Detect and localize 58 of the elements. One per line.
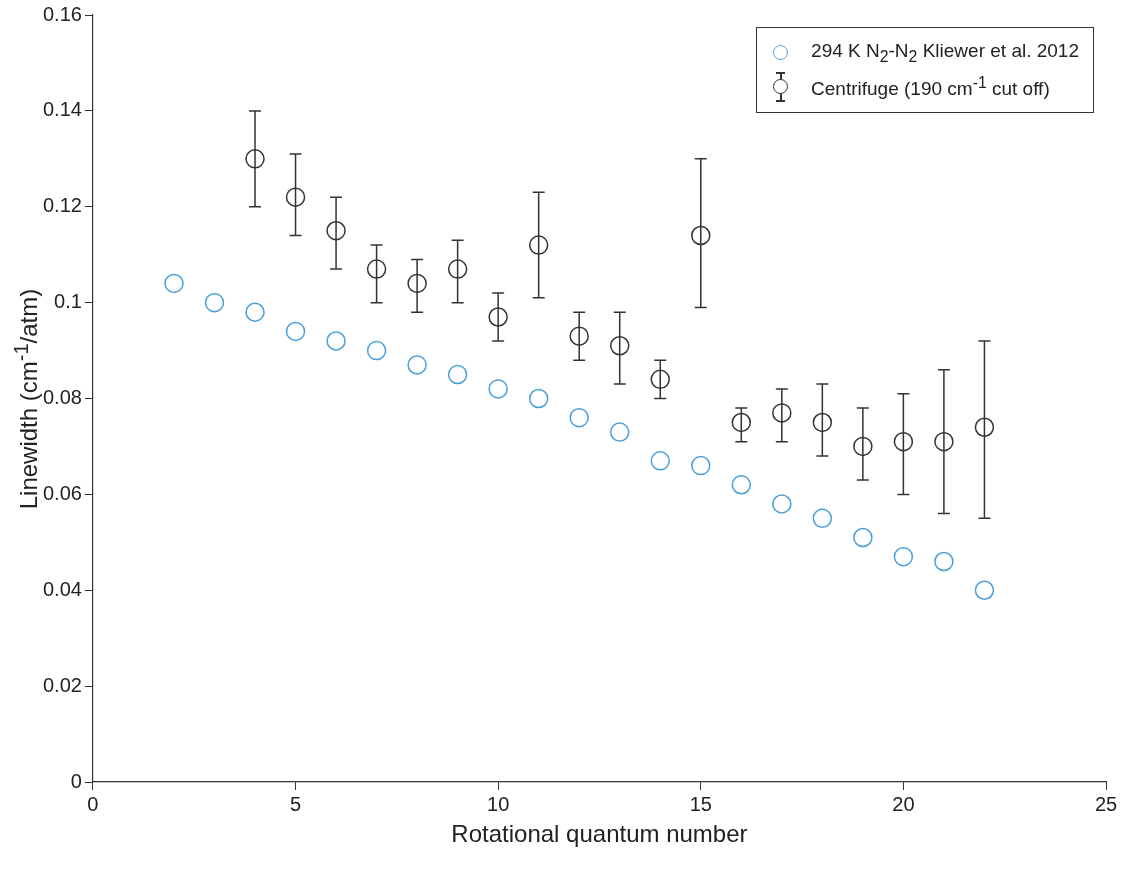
point xyxy=(528,235,549,255)
point xyxy=(853,527,873,548)
point xyxy=(893,546,914,567)
point xyxy=(366,340,387,361)
point xyxy=(326,331,346,351)
y-tick-label: 0.14 xyxy=(42,98,82,121)
point xyxy=(447,259,468,279)
point xyxy=(609,336,630,356)
point xyxy=(488,379,508,399)
x-tick-label: 10 xyxy=(487,792,510,815)
y-tick-label: 0.06 xyxy=(42,481,82,504)
point xyxy=(245,302,265,322)
point xyxy=(650,451,670,471)
point xyxy=(691,455,711,476)
point xyxy=(731,412,752,433)
point xyxy=(528,388,549,409)
point xyxy=(650,369,670,390)
point xyxy=(569,326,589,346)
point xyxy=(407,273,427,294)
point xyxy=(447,364,468,385)
point xyxy=(569,407,589,428)
point xyxy=(853,436,873,457)
point xyxy=(407,355,427,375)
point xyxy=(812,508,833,529)
x-tick-label: 0 xyxy=(87,792,99,815)
x-axis-title: Rotational quantum number xyxy=(451,820,748,848)
y-tick-label: 0.04 xyxy=(42,577,82,600)
point xyxy=(488,307,508,327)
point xyxy=(731,475,752,495)
point xyxy=(204,292,225,313)
legend-label: Centrifuge (190 cm$^{-1}$ cut off) xyxy=(811,73,1050,101)
y-tick-label: 0.08 xyxy=(42,386,82,409)
y-tick-label: 0.1 xyxy=(54,290,82,313)
x-tick-label: 15 xyxy=(689,792,712,815)
point xyxy=(164,273,184,294)
y-tick-label: 0.12 xyxy=(42,194,82,217)
point xyxy=(772,403,792,423)
y-tick-label: 0.02 xyxy=(42,673,82,696)
point xyxy=(609,422,630,442)
x-tick-label: 25 xyxy=(1094,792,1118,815)
point xyxy=(366,259,387,279)
y-tick-label: 0 xyxy=(70,769,82,792)
point xyxy=(974,417,995,438)
point xyxy=(812,412,833,433)
point xyxy=(285,321,306,342)
point xyxy=(934,431,954,452)
point xyxy=(245,149,265,169)
legend-label: 294 K N$_{2}$-N$_{2}$ Kliewer et al. 2012 xyxy=(811,40,1079,66)
point xyxy=(893,431,914,452)
point xyxy=(691,225,711,246)
point xyxy=(326,220,346,241)
point xyxy=(934,551,954,572)
y-tick-label: 0.16 xyxy=(42,2,82,25)
x-tick-label: 20 xyxy=(892,792,915,815)
point xyxy=(772,494,792,514)
point xyxy=(974,580,995,600)
point xyxy=(285,187,306,207)
x-tick-label: 5 xyxy=(289,792,302,815)
